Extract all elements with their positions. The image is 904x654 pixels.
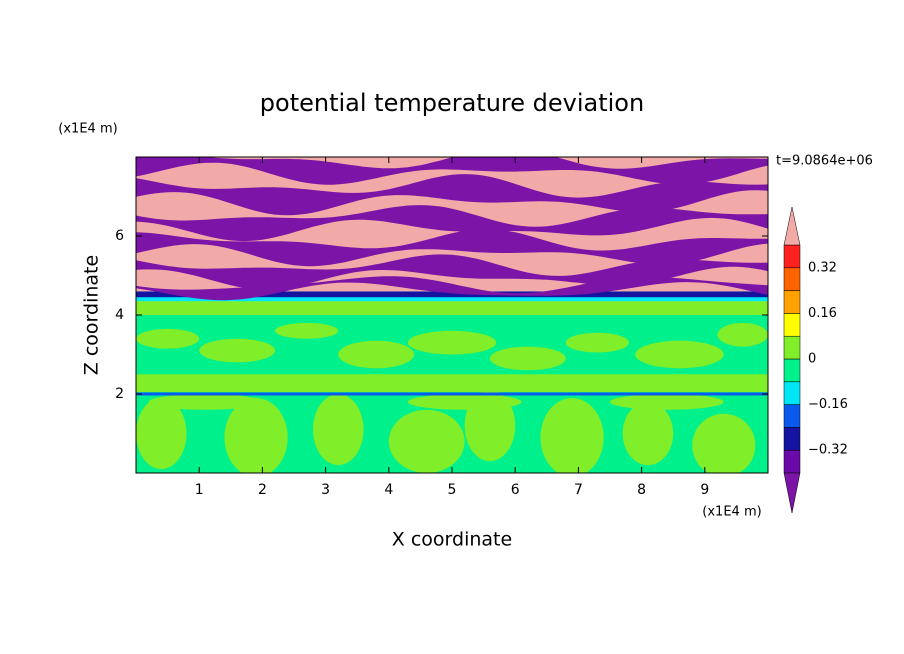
colorbar-band (783, 449, 801, 474)
colorbar-band (783, 381, 801, 405)
contour-region (540, 397, 604, 473)
contour-region (565, 332, 629, 353)
contour-region (635, 340, 724, 369)
contour-region (338, 340, 415, 369)
colorbar-tick-label: −0.16 (808, 397, 848, 412)
contour-region (275, 322, 339, 339)
contour-region (136, 392, 768, 396)
contour-region (136, 328, 200, 349)
x-tick-label: 8 (637, 482, 646, 498)
contour-region (136, 374, 768, 393)
contour-region (136, 301, 768, 315)
x-tick-label: 2 (258, 482, 267, 498)
y-tick-label: 6 (115, 228, 124, 244)
x-tick-label: 7 (574, 482, 583, 498)
x-tick-label: 9 (700, 482, 709, 498)
contour-region (136, 291, 768, 298)
contour-region (622, 401, 674, 466)
colorbar-band (783, 335, 801, 360)
x-tick-label: 6 (511, 482, 520, 498)
contour-region (388, 409, 465, 473)
contour-region (224, 397, 288, 473)
colorbar-band (783, 404, 801, 428)
contour-region (407, 394, 522, 410)
y-tick-label: 2 (115, 386, 124, 402)
x-tick-label: 1 (195, 482, 204, 498)
x-tick-label: 5 (448, 482, 457, 498)
contour-region (136, 205, 768, 242)
plot-frame (135, 156, 769, 474)
colorbar-tick-label: 0 (808, 352, 816, 367)
colorbar-extend-above (783, 206, 801, 246)
contour-region (489, 346, 566, 371)
colorbar-band (783, 313, 801, 337)
colorbar-tick-label: −0.32 (808, 443, 848, 458)
contour-region (136, 229, 768, 267)
contour-region (610, 394, 724, 410)
contour-region (136, 174, 768, 216)
contour-region (692, 413, 756, 473)
contour-region (136, 397, 187, 470)
contour-region (136, 276, 768, 301)
y-tick-label: 4 (115, 307, 124, 323)
colorbar-extend-below (783, 472, 801, 514)
x-unit: (x1E4 m) (702, 505, 761, 520)
contour-region (717, 322, 768, 347)
contour-region (148, 394, 263, 410)
colorbar-tick-label: 0.32 (808, 260, 837, 275)
contour-region (312, 394, 364, 466)
contour-region (199, 338, 276, 363)
colorbar-band (783, 267, 801, 291)
contour-region (407, 330, 497, 355)
y-axis-label: Z coordinate (81, 255, 103, 375)
x-tick-label: 3 (321, 482, 330, 498)
colorbar-band (783, 358, 801, 383)
x-tick-label: 4 (384, 482, 393, 498)
time-annotation: t=9.0864e+06 (776, 154, 873, 169)
colorbar-band (783, 290, 801, 314)
chart-title: potential temperature deviation (260, 89, 644, 117)
y-unit: (x1E4 m) (58, 122, 117, 137)
colorbar-band (783, 427, 801, 451)
colorbar-tick-label: 0.16 (808, 306, 837, 321)
colorbar-band (783, 244, 801, 269)
x-axis-label: X coordinate (392, 529, 512, 551)
contour-region (136, 157, 768, 185)
contour-field (136, 157, 768, 473)
